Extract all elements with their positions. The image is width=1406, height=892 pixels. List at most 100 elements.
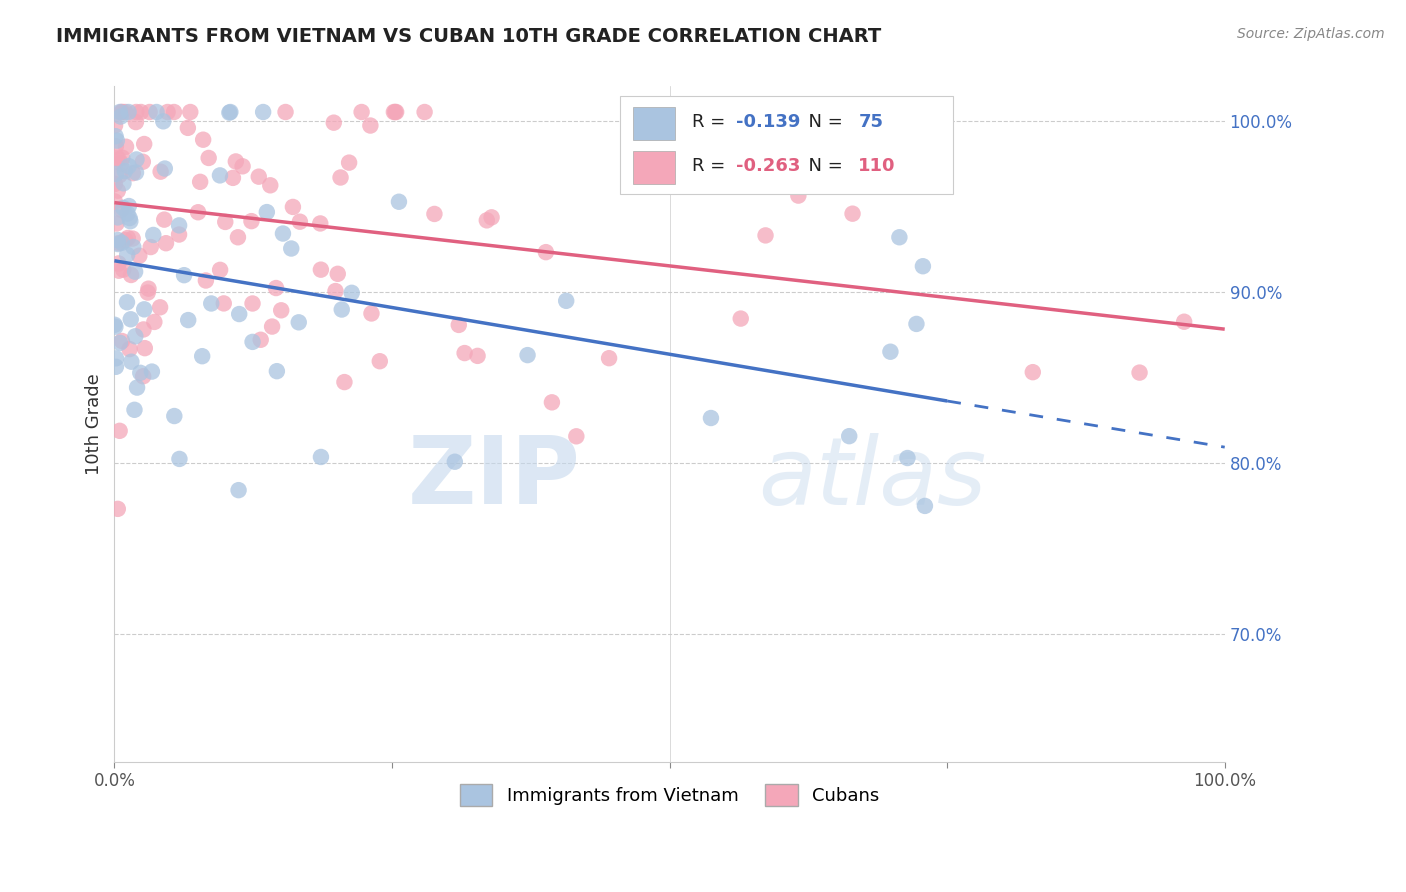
Point: [322, 116, 344, 130]
Point: [108, 335, 131, 350]
Point: [107, 256, 129, 270]
Point: [132, 322, 155, 336]
FancyBboxPatch shape: [633, 107, 675, 140]
Point: [200, 296, 222, 310]
Point: [125, 165, 148, 179]
Point: [177, 313, 200, 327]
Point: [823, 105, 845, 120]
Point: [188, 175, 211, 189]
Point: [896, 450, 918, 465]
Point: [104, 167, 127, 181]
Point: [787, 188, 810, 202]
Point: [111, 334, 134, 348]
Point: [208, 169, 231, 183]
Point: [1173, 315, 1195, 329]
Point: [105, 151, 128, 165]
Point: [240, 214, 263, 228]
Point: [259, 178, 281, 193]
Point: [104, 139, 127, 153]
Point: [155, 236, 177, 251]
Point: [138, 282, 160, 296]
Point: [541, 395, 564, 409]
Point: [112, 201, 135, 215]
Text: N =: N =: [797, 113, 849, 131]
Text: IMMIGRANTS FROM VIETNAM VS CUBAN 10TH GRADE CORRELATION CHART: IMMIGRANTS FROM VIETNAM VS CUBAN 10TH GR…: [56, 27, 882, 45]
Point: [214, 215, 236, 229]
Point: [105, 134, 128, 148]
Point: [555, 293, 578, 308]
Point: [247, 169, 270, 184]
Point: [838, 429, 860, 443]
Point: [117, 105, 139, 120]
Point: [218, 105, 240, 120]
Point: [309, 450, 332, 464]
Point: [325, 284, 347, 298]
Point: [103, 318, 125, 332]
Point: [219, 105, 242, 120]
Point: [481, 211, 503, 225]
Point: [108, 263, 131, 277]
Point: [1022, 365, 1045, 379]
Point: [153, 161, 176, 176]
Point: [384, 105, 406, 120]
Point: [266, 364, 288, 378]
Point: [329, 170, 352, 185]
Point: [280, 242, 302, 256]
Point: [598, 351, 620, 366]
Point: [107, 501, 129, 516]
Point: [112, 176, 135, 190]
Point: [104, 194, 127, 209]
Point: [118, 342, 141, 356]
Point: [125, 115, 148, 129]
Point: [132, 154, 155, 169]
Text: -0.263: -0.263: [737, 157, 800, 176]
Point: [179, 105, 201, 120]
Point: [111, 151, 134, 165]
Point: [271, 227, 294, 241]
Point: [110, 110, 132, 124]
Point: [129, 105, 152, 120]
Point: [149, 164, 172, 178]
Point: [117, 231, 139, 245]
Point: [177, 120, 200, 135]
Point: [114, 233, 136, 247]
Point: [228, 483, 250, 497]
Point: [565, 429, 588, 443]
Point: [120, 268, 142, 282]
Point: [287, 315, 309, 329]
Point: [368, 354, 391, 368]
Point: [212, 296, 235, 310]
Point: [104, 119, 127, 133]
Point: [242, 296, 264, 310]
Point: [385, 105, 408, 120]
Point: [359, 119, 381, 133]
Point: [118, 199, 141, 213]
Point: [225, 154, 247, 169]
Point: [754, 228, 776, 243]
Point: [108, 168, 131, 182]
Point: [256, 205, 278, 219]
Point: [333, 375, 356, 389]
Point: [114, 105, 136, 120]
Point: [118, 159, 141, 173]
Point: [152, 114, 174, 128]
Point: [209, 263, 232, 277]
Text: R =: R =: [692, 157, 731, 176]
Point: [107, 233, 129, 247]
Point: [516, 348, 538, 362]
Point: [252, 105, 274, 120]
Point: [309, 262, 332, 277]
Point: [191, 133, 214, 147]
Point: [134, 341, 156, 355]
Point: [124, 265, 146, 279]
Point: [114, 164, 136, 178]
Point: [118, 211, 141, 225]
Point: [187, 205, 209, 219]
Point: [228, 307, 250, 321]
Point: [889, 230, 911, 244]
Point: [125, 105, 148, 120]
Point: [534, 245, 557, 260]
Point: [326, 267, 349, 281]
Text: N =: N =: [797, 157, 849, 176]
Text: atlas: atlas: [758, 433, 987, 524]
